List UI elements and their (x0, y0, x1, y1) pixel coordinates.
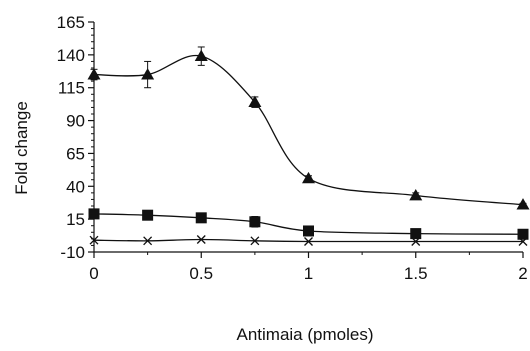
cross-stroke (143, 236, 153, 246)
x-tick-label: 2 (518, 264, 527, 283)
data-point-cross (196, 235, 206, 244)
y-tick-label: -10 (60, 243, 85, 262)
cross-stroke (411, 237, 421, 246)
y-tick-label: 40 (66, 177, 85, 196)
data-point-cross (518, 237, 528, 246)
x-tick-label: 1.5 (404, 264, 428, 283)
cross-stroke (89, 235, 99, 245)
data-point-triangle (194, 49, 208, 62)
data-point-cross (411, 237, 421, 246)
data-point-triangle (248, 95, 262, 108)
data-point-square (88, 208, 100, 220)
data-point-square (142, 209, 154, 221)
series-square (88, 208, 529, 240)
data-point-square (410, 228, 422, 240)
data-point-square (517, 228, 529, 240)
data-point-triangle (141, 68, 155, 80)
data-point-square (249, 216, 261, 228)
series-cross (89, 235, 528, 246)
data-point-square (303, 225, 314, 237)
x-axis-label: Antimaia (pmoles) (237, 325, 374, 344)
data-point-triangle (87, 68, 101, 80)
x-tick-label: 0 (89, 264, 98, 283)
y-tick-label: 15 (66, 210, 85, 229)
cross-stroke (196, 235, 206, 244)
cross-stroke (304, 237, 313, 246)
y-tick-label: 65 (66, 144, 85, 163)
y-tick-label: 140 (57, 46, 85, 65)
series-triangle (87, 46, 530, 210)
x-tick-label: 1 (304, 264, 313, 283)
series-line (93, 54, 524, 206)
data-point-triangle (409, 188, 423, 201)
y-tick-label: 90 (66, 112, 85, 131)
data-point-triangle (516, 198, 530, 210)
axes: -10 15 40 65 90 115 140 165 0 0.5 1 1.5 2 (57, 13, 528, 283)
data-point-cross (89, 235, 99, 245)
x-tick-label: 0.5 (189, 264, 213, 283)
data-point-triangle (302, 171, 315, 184)
y-tick-label: 165 (57, 13, 85, 32)
data-point-cross (250, 236, 260, 246)
data-point-square (195, 212, 207, 224)
data-point-cross (143, 236, 153, 246)
y-axis-label: Fold change (12, 101, 31, 195)
y-tick-label: 115 (58, 79, 85, 98)
cross-stroke (518, 237, 528, 246)
series-layer (87, 46, 530, 246)
data-point-cross (304, 237, 313, 246)
cross-stroke (250, 236, 260, 246)
